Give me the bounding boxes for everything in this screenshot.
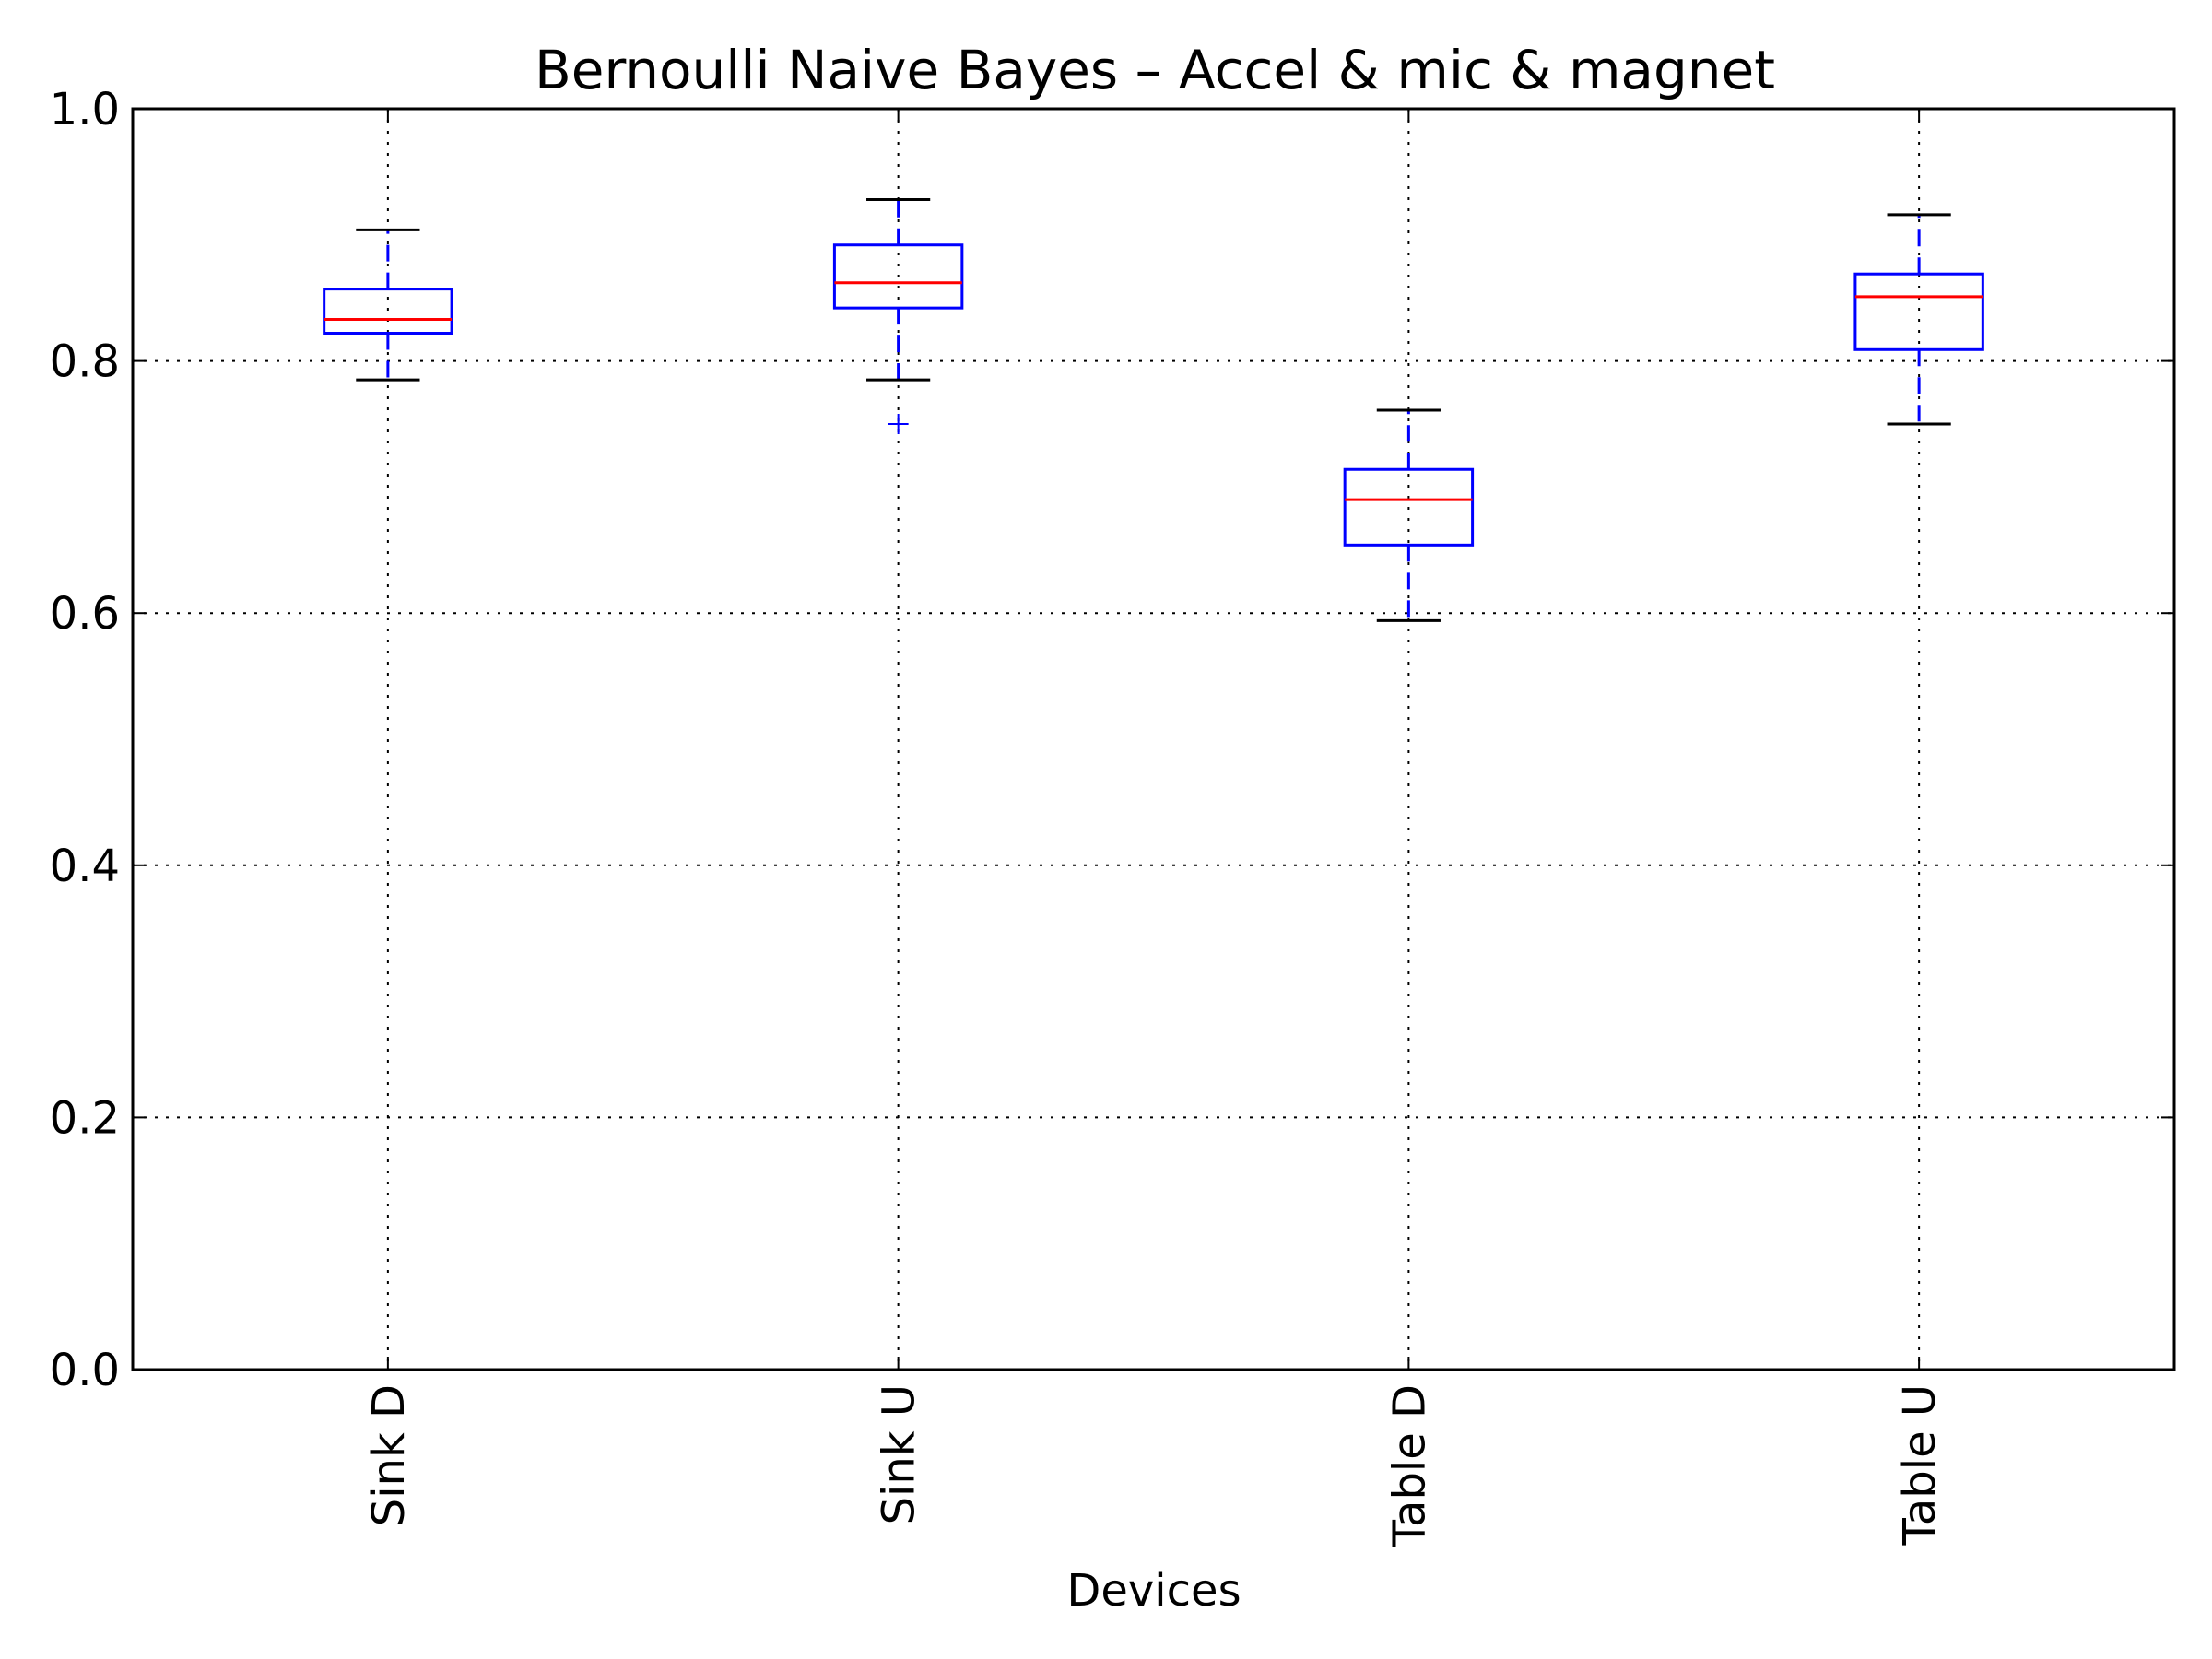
- box-group: [323, 228, 453, 382]
- box-body: [832, 243, 964, 310]
- x-axis-label: Devices: [1066, 1565, 1241, 1617]
- chart-title: Bernoulli Naive Bayes – Accel & mic & ma…: [535, 39, 1775, 101]
- y-tick-label: 0.4: [50, 841, 120, 892]
- x-tick-label: Table U: [1894, 1384, 1946, 1547]
- plot-area-frame: [131, 107, 2176, 1371]
- y-tick-label: 0.6: [50, 588, 120, 640]
- y-tick-label: 1.0: [50, 84, 120, 135]
- box-body: [323, 288, 453, 335]
- box-body: [1853, 272, 1984, 351]
- box-group: [832, 197, 964, 434]
- axis-ticks: 0.0 0.2 0.4 0.6 0.8 1.0 Sink D Sink U Table D Tab…: [50, 84, 2174, 1547]
- box-group: [1343, 408, 1475, 622]
- x-tick-label: Table D: [1383, 1384, 1435, 1547]
- box-group: [1853, 213, 1984, 426]
- y-tick-label: 0.2: [50, 1092, 120, 1144]
- x-tick-label: Sink U: [874, 1384, 925, 1524]
- box-series: [323, 197, 1984, 622]
- box-body: [1343, 467, 1475, 547]
- x-tick-label: Sink D: [363, 1384, 415, 1526]
- y-tick-label: 0.8: [50, 336, 120, 388]
- y-tick-label: 0.0: [50, 1345, 120, 1396]
